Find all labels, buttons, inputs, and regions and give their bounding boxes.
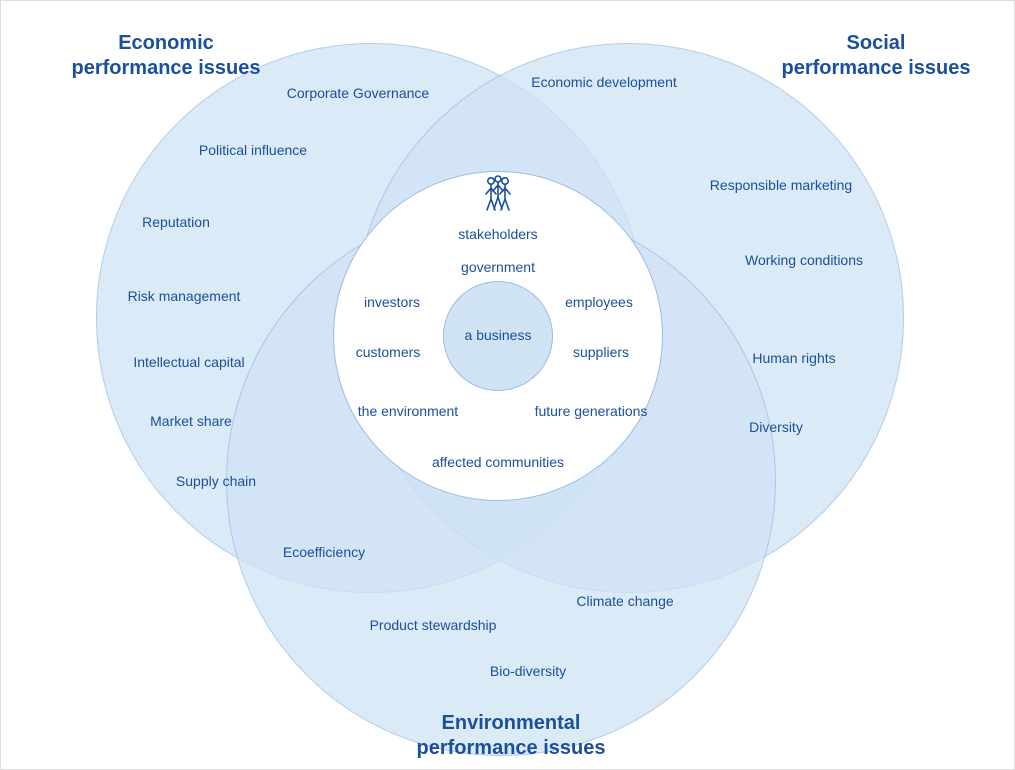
heading-line: performance issues bbox=[72, 57, 261, 79]
economic-item: Market share bbox=[91, 413, 291, 429]
heading-environmental: Environmental performance issues bbox=[381, 711, 641, 761]
social-item: Diversity bbox=[676, 419, 876, 435]
economic-item: Political influence bbox=[153, 142, 353, 158]
environmental-item: Bio-diversity bbox=[428, 663, 628, 679]
heading-line: performance issues bbox=[782, 57, 971, 79]
environmental-item: Product stewardship bbox=[333, 617, 533, 633]
economic-item: Reputation bbox=[76, 214, 276, 230]
stakeholders-item: government bbox=[398, 259, 598, 275]
core-label: a business bbox=[438, 327, 558, 343]
economic-item: Intellectual capital bbox=[89, 354, 289, 370]
economic-item: Supply chain bbox=[116, 473, 316, 489]
social-item: Responsible marketing bbox=[681, 177, 881, 193]
heading-line: Environmental bbox=[442, 712, 581, 734]
economic-item: Corporate Governance bbox=[258, 85, 458, 101]
social-item: Economic development bbox=[504, 74, 704, 90]
stakeholders-item: the environment bbox=[308, 403, 508, 419]
heading-social: Social performance issues bbox=[761, 31, 991, 81]
heading-line: Economic bbox=[118, 32, 214, 54]
people-icon bbox=[481, 173, 515, 213]
social-item: Working conditions bbox=[704, 252, 904, 268]
stakeholders-item: affected communities bbox=[398, 454, 598, 470]
stakeholders-item: customers bbox=[288, 344, 488, 360]
environmental-item: Climate change bbox=[525, 593, 725, 609]
economic-item: Ecoefficiency bbox=[224, 544, 424, 560]
stakeholders-item: future generations bbox=[491, 403, 691, 419]
stakeholders-item: investors bbox=[292, 294, 492, 310]
stakeholders-item: employees bbox=[499, 294, 699, 310]
stakeholders-item: suppliers bbox=[501, 344, 701, 360]
heading-line: performance issues bbox=[417, 737, 606, 759]
heading-economic: Economic performance issues bbox=[51, 31, 281, 81]
heading-line: Social bbox=[847, 32, 906, 54]
social-item: Human rights bbox=[694, 350, 894, 366]
diagram-stage: a business Economic performance issues S… bbox=[0, 0, 1015, 770]
stakeholders-item: stakeholders bbox=[398, 226, 598, 242]
economic-item: Risk management bbox=[84, 288, 284, 304]
